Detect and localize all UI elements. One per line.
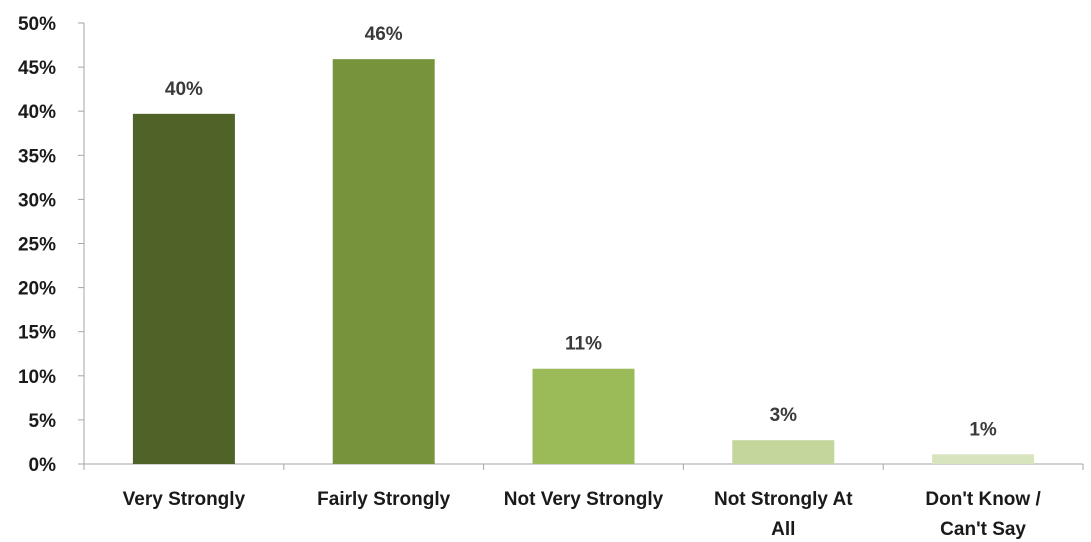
x-tick-label: Very Strongly	[123, 489, 246, 510]
bar	[732, 440, 835, 464]
x-tick-label: Not Very Strongly	[504, 489, 664, 510]
y-tick-label: 20%	[18, 279, 56, 300]
x-tick-label: Not Strongly At	[714, 489, 853, 510]
y-tick-label: 40%	[18, 102, 56, 123]
bar	[132, 113, 235, 464]
data-label: 46%	[365, 24, 403, 45]
y-tick-label: 45%	[18, 58, 56, 79]
y-tick-label: 15%	[18, 323, 56, 344]
y-tick-label: 5%	[29, 411, 57, 432]
x-tick-label: Don't Know /	[925, 489, 1041, 510]
bar	[532, 368, 635, 464]
bar	[332, 59, 435, 465]
x-axis: Very Strongly Fairly Strongly Not Very Str…	[83, 463, 1084, 540]
data-label: 1%	[969, 419, 997, 440]
x-tick-label: All	[771, 519, 795, 540]
bars	[132, 59, 1035, 465]
data-label: 11%	[565, 334, 602, 355]
y-tick-label: 0%	[29, 455, 57, 476]
bar	[932, 454, 1035, 464]
y-tick-label: 25%	[18, 235, 56, 256]
y-axis: 0% 5% 10% 15% 20% 25% 30% 35% 40% 45% 50%	[18, 14, 85, 476]
data-label: 3%	[770, 405, 798, 426]
y-tick-label: 30%	[18, 190, 56, 211]
data-labels: 40% 46% 11% 3% 1%	[165, 24, 997, 440]
x-tick-label: Fairly Strongly	[317, 489, 450, 510]
y-tick-label: 10%	[18, 367, 56, 388]
x-tick-label: Can't Say	[940, 519, 1026, 540]
data-label: 40%	[165, 79, 203, 100]
y-tick-label: 50%	[18, 14, 56, 35]
y-tick-label: 35%	[18, 146, 56, 167]
